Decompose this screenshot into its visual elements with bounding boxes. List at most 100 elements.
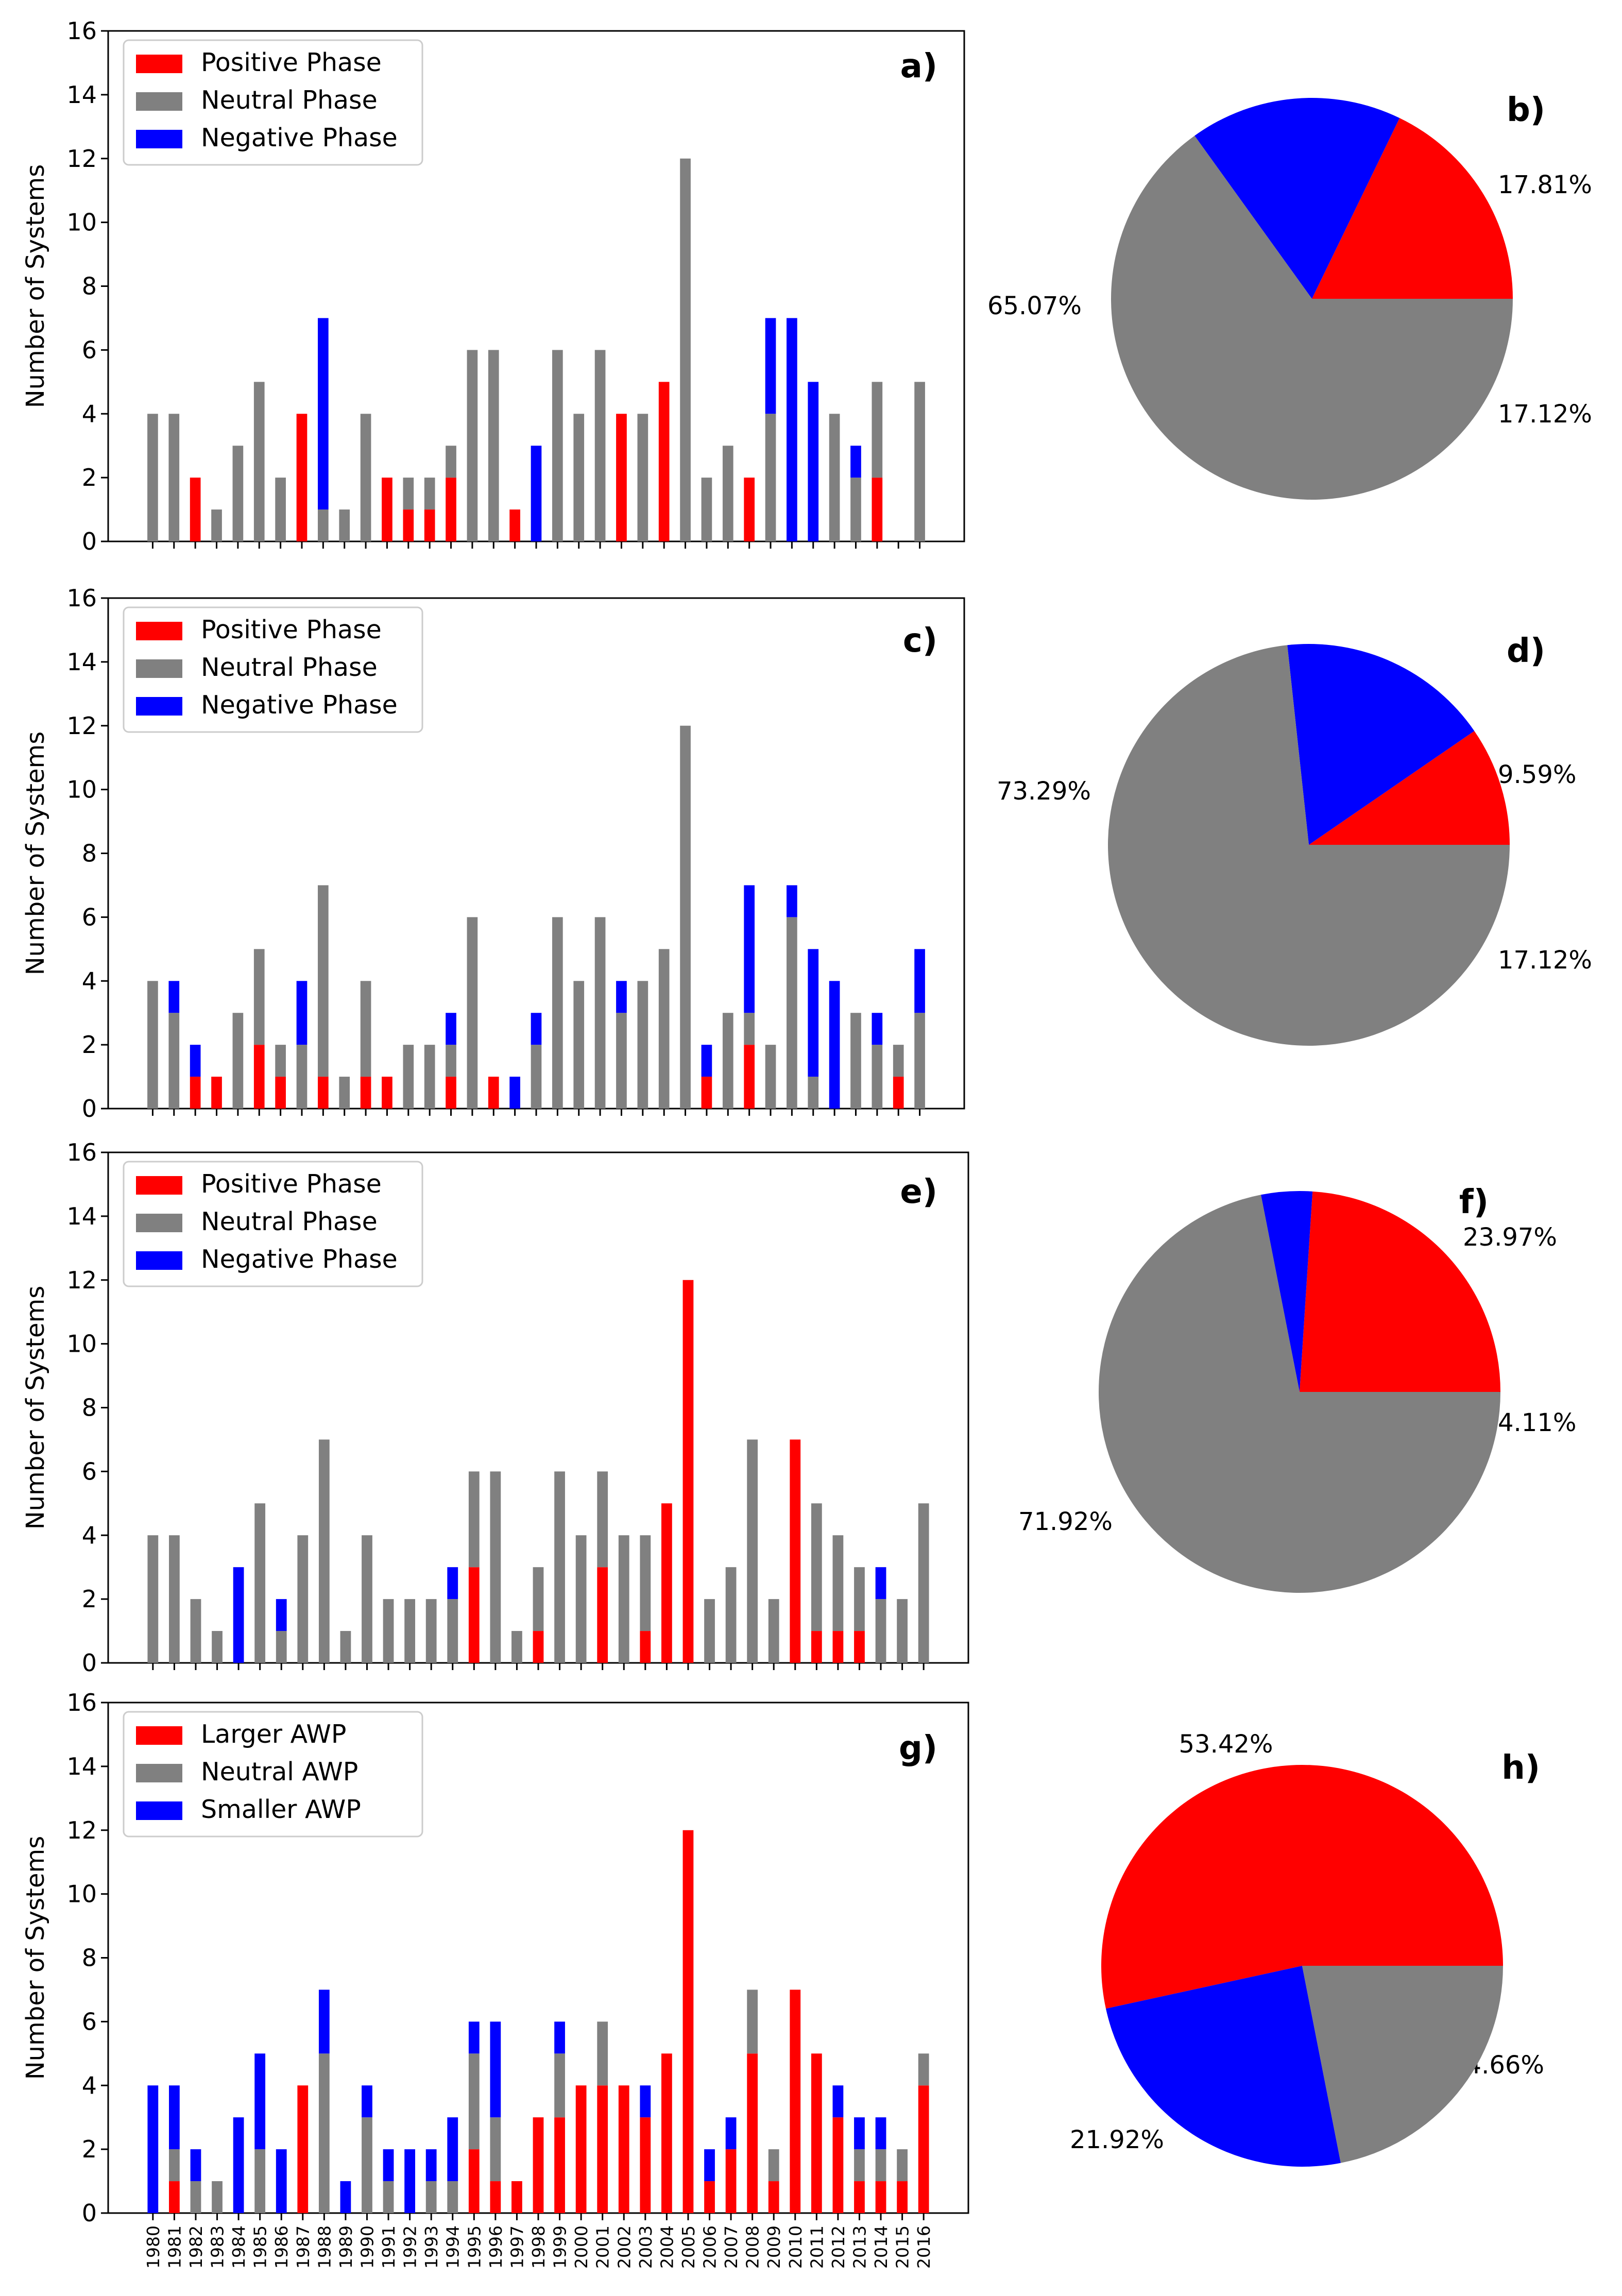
y-tick-label: 8 (82, 1944, 97, 1972)
y-tick-label: 12 (66, 1266, 97, 1294)
bar-neutral-awp-1981 (169, 2149, 180, 2182)
bar-smaller-awp-2007 (725, 2117, 737, 2150)
bar-neutral-phase-1980 (147, 981, 158, 1109)
bar-smaller-awp-1993 (425, 2149, 437, 2182)
x-tick-label: 1986 (271, 2225, 292, 2269)
pie-slice-neutral-awp (1302, 1966, 1503, 2163)
bar-negative-phase-1997 (509, 1077, 520, 1109)
pie-percent-label: 23.97% (1463, 1223, 1557, 1252)
bar-negative-phase-1998 (531, 446, 542, 541)
pie-slice-positive-phase (1300, 1191, 1500, 1392)
legend-label: Negative Phase (201, 690, 398, 720)
bar-smaller-awp-2014 (875, 2117, 886, 2150)
pie-percent-label: 21.92% (1070, 2125, 1164, 2154)
bar-neutral-phase-2006 (701, 478, 712, 541)
y-tick-label: 6 (82, 1457, 97, 1485)
pie-chart-d: 9.59% 17.12% 73.29% d) (997, 632, 1592, 1046)
pie-percent-label: 53.42% (1179, 1730, 1273, 1759)
bar-neutral-phase-1994 (446, 1045, 456, 1077)
bar-neutral-phase-1987 (297, 1535, 309, 1663)
pie-percent-label: 71.92% (1018, 1507, 1113, 1536)
pie-slice-smaller-awp (1105, 1966, 1341, 2167)
bar-smaller-awp-1985 (254, 2053, 266, 2150)
y-axis-title: Number of Systems (21, 1286, 50, 1530)
bar-neutral-phase-1981 (168, 1013, 180, 1109)
bar-neutral-phase-2013 (854, 1567, 865, 1631)
bar-neutral-phase-2016 (918, 1503, 929, 1663)
y-tick-label: 6 (82, 336, 97, 364)
x-tick-label: 1994 (443, 2225, 463, 2269)
bar-neutral-phase-1995 (467, 350, 478, 541)
x-tick-label: 1981 (164, 2225, 184, 2269)
bar-neutral-phase-1995 (468, 1471, 480, 1568)
bar-neutral-phase-1985 (253, 382, 265, 541)
bar-larger-awp-1987 (297, 2085, 309, 2213)
y-tick-label: 14 (66, 81, 97, 109)
bar-chart-e: 0 2 4 6 8 10 12 14 16 Number of Systems Positive P… (21, 1138, 969, 1677)
legend-box (123, 606, 423, 733)
bar-neutral-phase-2005 (680, 158, 691, 541)
pie-slice-negative-phase (1287, 644, 1475, 845)
legend-label: Larger AWP (201, 1720, 346, 1749)
bar-smaller-awp-2012 (832, 2085, 844, 2118)
bar-positive-phase-2011 (811, 1631, 822, 1663)
bar-positive-phase-1991 (382, 1077, 392, 1109)
x-tick-label: 1996 (486, 2225, 506, 2269)
pie-slice-negative-phase (1194, 98, 1400, 299)
bar-negative-phase-2002 (616, 981, 627, 1013)
bar-positive-phase-2005 (682, 1280, 694, 1663)
x-tick-label: 2016 (914, 2225, 934, 2269)
legend: Larger AWP Neutral AWP Smaller AWP (123, 1711, 423, 1838)
legend-swatch (136, 1176, 182, 1195)
panel-label: e) (900, 1173, 937, 1211)
bar-smaller-awp-1992 (404, 2149, 416, 2213)
bar-positive-phase-1983 (211, 1077, 222, 1109)
bar-neutral-phase-1986 (275, 478, 286, 541)
bar-negative-phase-1994 (446, 1013, 456, 1045)
bar-neutral-phase-2009 (765, 414, 776, 541)
y-tick-label: 16 (66, 1138, 97, 1166)
legend-label: Neutral Phase (201, 653, 378, 682)
bar-positive-phase-1985 (253, 1045, 265, 1109)
bar-neutral-awp-1995 (468, 2053, 480, 2150)
x-tick-label: 1980 (143, 2225, 163, 2269)
bar-neutral-phase-2016 (914, 1013, 925, 1109)
x-tick-label: 2002 (614, 2225, 634, 2269)
pie-chart-f: 23.97% 4.11% 71.92% f) (1018, 1183, 1576, 1593)
bar-larger-awp-2016 (918, 2085, 929, 2213)
x-tick-label: 1997 (507, 2225, 527, 2269)
y-tick-label: 2 (82, 1031, 97, 1059)
bar-negative-phase-1982 (190, 1045, 201, 1077)
bar-neutral-phase-1994 (447, 1599, 458, 1663)
bar-neutral-phase-1990 (360, 414, 371, 541)
bar-neutral-phase-1989 (339, 509, 350, 541)
legend-box (123, 1161, 423, 1287)
bar-smaller-awp-1999 (554, 2021, 565, 2054)
bar-neutral-phase-2008 (744, 1013, 755, 1045)
bar-neutral-phase-1981 (168, 414, 180, 541)
bar-neutral-phase-2002 (618, 1535, 629, 1663)
bar-smaller-awp-1980 (147, 2085, 159, 2213)
bar-smaller-awp-1982 (190, 2149, 201, 2182)
bar-larger-awp-2008 (747, 2053, 758, 2213)
bar-neutral-phase-2001 (594, 350, 606, 541)
x-tick-label: 2004 (657, 2225, 677, 2269)
bar-positive-phase-2002 (616, 414, 627, 541)
bar-neutral-awp-2008 (747, 1989, 758, 2054)
bar-neutral-awp-1994 (447, 2181, 458, 2213)
bar-larger-awp-1995 (468, 2149, 480, 2213)
bar-positive-phase-2008 (744, 478, 755, 541)
pie-slice-positive-phase (1309, 730, 1510, 845)
pie-slice-neutral-phase (1111, 135, 1513, 500)
y-tick-label: 0 (82, 528, 97, 555)
bar-positive-phase-1991 (382, 478, 392, 541)
bar-neutral-phase-2013 (850, 1013, 861, 1109)
bar-smaller-awp-1994 (447, 2117, 458, 2182)
legend-label: Positive Phase (201, 48, 382, 77)
y-tick-label: 10 (66, 1330, 97, 1358)
y-tick-label: 10 (66, 209, 97, 236)
x-tick-label: 1989 (336, 2225, 356, 2269)
bar-neutral-phase-2004 (658, 949, 670, 1109)
y-tick-label: 6 (82, 903, 97, 931)
y-tick-label: 2 (82, 464, 97, 491)
